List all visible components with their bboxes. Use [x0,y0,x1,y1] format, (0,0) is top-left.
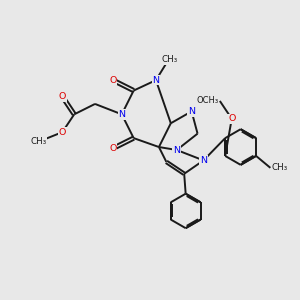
Text: OCH₃: OCH₃ [196,97,218,106]
Text: N: N [188,107,195,116]
Text: O: O [58,128,66,137]
Text: O: O [228,114,236,123]
Text: O: O [109,76,116,85]
Text: O: O [109,144,116,153]
Text: CH₃: CH₃ [30,136,47,146]
Text: CH₃: CH₃ [272,163,288,172]
Text: N: N [152,76,159,85]
Text: N: N [173,146,180,154]
Text: O: O [58,92,66,101]
Text: N: N [200,156,207,165]
Text: N: N [118,110,125,119]
Text: CH₃: CH₃ [161,55,177,64]
